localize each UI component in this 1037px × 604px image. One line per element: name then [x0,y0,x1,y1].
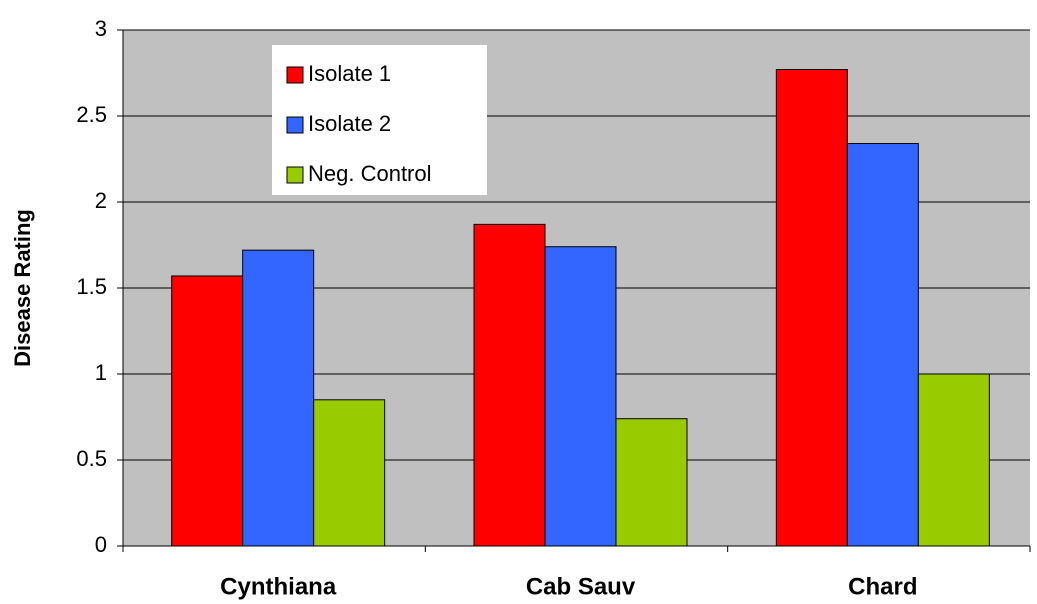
legend-swatch [286,116,304,134]
bar [775,69,848,547]
bar [242,249,315,547]
y-axis-label: Disease Rating [10,209,35,367]
y-tick-label: 3 [95,16,107,41]
bar [615,418,688,547]
x-tick-label: Chard [848,573,917,600]
legend-label: Isolate 1 [308,61,391,86]
x-tick-label: Cab Sauv [526,573,636,600]
bar [473,223,546,547]
bar [917,373,990,547]
bar [171,275,244,547]
y-tick-label: 2.5 [76,102,107,127]
y-tick-label: 0 [95,532,107,557]
legend-label: Isolate 2 [308,111,391,136]
legend-swatch [286,66,304,84]
bar [846,143,919,547]
y-tick-label: 2 [95,188,107,213]
y-tick-label: 1.5 [76,274,107,299]
y-tick-label: 0.5 [76,446,107,471]
y-tick-label: 1 [95,360,107,385]
bar [544,246,617,547]
legend-swatch [286,166,304,184]
x-tick-label: Cynthiana [220,573,337,600]
legend-box [272,45,487,195]
legend-label: Neg. Control [308,161,432,186]
bar [313,399,386,547]
